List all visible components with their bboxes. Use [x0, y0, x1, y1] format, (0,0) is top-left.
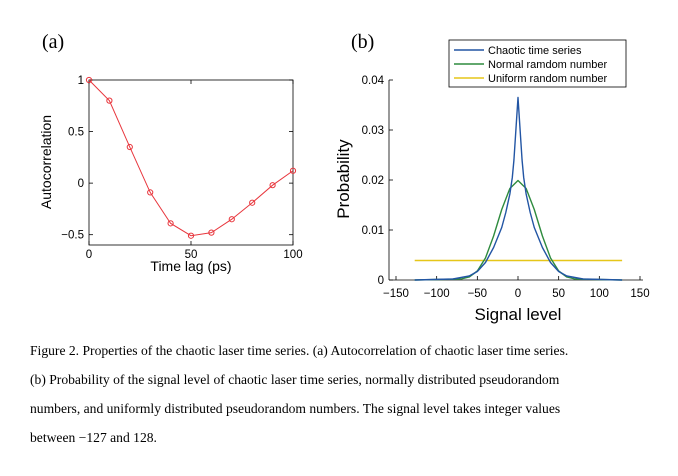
panel-a-label: (a) — [42, 31, 64, 53]
panel-a-x-axis-title: Time lag (ps) — [150, 258, 231, 274]
panel-a-x-tick-label: 0 — [86, 249, 92, 261]
panel-a-data-point — [147, 189, 154, 196]
panel-a-ticks: 0 50 100−0.500.51 — [61, 75, 302, 261]
panel-a-data-point — [167, 220, 174, 227]
panel-a-data-point — [249, 199, 256, 206]
panel-b-y-tick-label: 0.02 — [362, 175, 384, 187]
legend-label-normal: Normal ramdom number — [488, 59, 608, 71]
panel-b-legend: Chaotic time series Normal ramdom number… — [448, 39, 627, 88]
panel-b-normal-series-line — [414, 179, 623, 281]
panel-a-y-tick-label: 0.5 — [68, 127, 84, 139]
panel-a: (a) 0 50 100−0.500.51 Time lag (ps) Autoco… — [38, 31, 303, 274]
panel-a-autocorrelation-line — [88, 79, 294, 237]
panel-a-y-tick-label: 0 — [78, 178, 84, 190]
panel-a-data-point — [269, 182, 276, 189]
caption-line: between −127 and 128. — [30, 430, 157, 445]
panel-a-data-point — [85, 76, 93, 84]
panel-b-plot-area — [414, 96, 623, 281]
panel-b-y-axis-title: Probability — [334, 139, 353, 219]
panel-b-label: (b) — [351, 31, 374, 53]
panel-b-chaotic-series-line — [414, 96, 623, 281]
panel-a-y-axis-title: Autocorrelation — [38, 115, 54, 209]
legend-label-uniform: Uniform random number — [488, 73, 608, 85]
caption-line: (b) Probability of the signal level of c… — [30, 372, 560, 387]
caption-line: Figure 2. Properties of the chaotic lase… — [30, 343, 569, 358]
panel-b-x-tick-label: 50 — [552, 288, 565, 300]
panel-b-y-tick-label: 0.01 — [362, 225, 384, 237]
panel-a-y-tick-label: 1 — [78, 75, 84, 87]
panel-b-x-tick-label: 150 — [630, 288, 649, 300]
panel-b-y-tick-label: 0.03 — [362, 125, 384, 137]
figure-caption: Figure 2. Properties of the chaotic lase… — [30, 336, 654, 452]
panel-a-axes-box — [88, 79, 294, 246]
panel-a-data-point — [289, 167, 297, 174]
figure-canvas: (a) 0 50 100−0.500.51 Time lag (ps) Autoco… — [38, 31, 650, 324]
panel-a-plot-area — [85, 76, 297, 239]
panel-a-data-point — [126, 143, 133, 151]
panel-a-x-tick-label: 100 — [283, 249, 302, 261]
panel-b-x-tick-label: −50 — [468, 288, 488, 300]
panel-b-x-tick-label: −100 — [424, 288, 450, 300]
panel-a-x-tick-label: 50 — [185, 249, 198, 261]
panel-b: (b) −150 −100 −50 0 50 100 150 0 0.01 0.02 0.03 0.0… — [334, 31, 650, 324]
legend-label-chaotic: Chaotic time series — [488, 45, 582, 57]
panel-a-data-point — [106, 97, 113, 104]
caption-line: numbers, and uniformly distributed pseud… — [30, 401, 561, 416]
panel-b-ticks: −150 −100 −50 0 50 100 150 0 0.01 0.02 0.03 0.04 — [362, 75, 650, 300]
panel-b-y-tick-label: 0 — [378, 275, 384, 287]
panel-a-data-point — [228, 216, 235, 223]
panel-b-x-tick-label: 100 — [590, 288, 609, 300]
panel-b-x-axis-title: Signal level — [475, 305, 562, 324]
panel-a-y-tick-label: −0.5 — [61, 230, 84, 242]
panel-b-x-tick-label: 0 — [515, 288, 521, 300]
panel-a-data-point — [187, 232, 195, 239]
panel-b-x-tick-label: −150 — [383, 288, 409, 300]
panel-b-y-tick-label: 0.04 — [362, 75, 385, 87]
panel-a-data-point — [208, 229, 215, 236]
